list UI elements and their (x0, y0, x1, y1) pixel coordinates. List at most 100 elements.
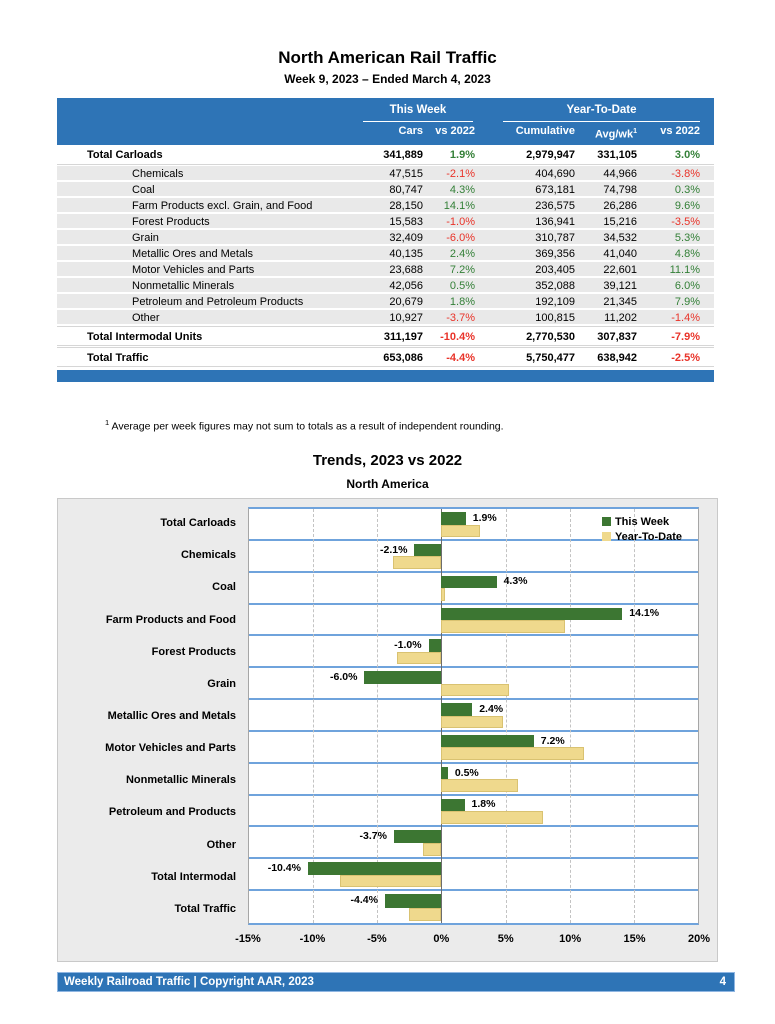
chart-category-label: Total Traffic (174, 902, 236, 915)
column-header-cars: Cars (398, 125, 423, 137)
row-value (479, 214, 499, 230)
year-to-date-swatch-icon (601, 532, 611, 541)
chart-category-row: -3.7% (249, 827, 698, 860)
row-value: 42,056 (389, 280, 423, 292)
year-to-date-bar (441, 779, 519, 792)
legend-label-this-week: This Week (614, 515, 670, 528)
row-value: 7.9% (674, 296, 700, 308)
legend-label-year-to-date: Year-To-Date (614, 530, 682, 543)
row-label: Grain (132, 232, 159, 244)
bar-value-label: -10.4% (267, 862, 301, 875)
row-value (479, 310, 499, 326)
table-row: Metallic Ores and Metals 40,135 2.4% 369,35… (57, 246, 714, 262)
year-to-date-bar (441, 683, 510, 697)
chart-subtitle: North America (346, 477, 429, 491)
this-week-bar (428, 639, 442, 652)
this-week-bar (364, 671, 442, 684)
this-week-bar (308, 862, 442, 875)
row-value: 0.3% (674, 184, 700, 196)
x-axis-tick-label: 0% (433, 933, 450, 945)
column-header-cars-vs2022: vs 2022 (435, 125, 475, 137)
chart-category-label: Grain (207, 677, 236, 690)
column-header-avg-wk: Avg/wk1 (594, 128, 637, 141)
column-group-this-week: This Week (363, 100, 473, 122)
footer-bar: Weekly Railroad Traffic | Copyright AAR,… (57, 972, 735, 992)
bar-value-label: 0.5% (454, 766, 479, 779)
row-label: Total Carloads (87, 149, 163, 161)
row-value: 74,798 (603, 184, 637, 196)
bar-value-label: -6.0% (330, 671, 358, 683)
row-value: 136,941 (535, 216, 575, 228)
x-axis-tick-label: -5% (367, 933, 387, 945)
row-value: 34,532 (603, 232, 637, 244)
row-value: -1.0% (446, 216, 475, 228)
row-value: 1.9% (449, 149, 475, 161)
bar-value-label: -2.1% (380, 543, 408, 556)
this-week-bar (441, 607, 623, 621)
row-value: -1.4% (671, 312, 700, 324)
gridline (313, 509, 315, 923)
row-value (479, 182, 499, 198)
row-value: 2,979,947 (526, 149, 575, 161)
year-to-date-bar (441, 715, 503, 729)
row-value: 2,770,530 (526, 331, 575, 343)
chart-category-label: Nonmetallic Minerals (125, 774, 236, 787)
row-value: -3.8% (671, 168, 700, 180)
row-value: 192,109 (535, 296, 575, 308)
this-week-bar (441, 511, 466, 525)
year-to-date-bar (441, 588, 446, 601)
page-title: North American Rail Traffic (278, 48, 497, 67)
row-value (479, 145, 499, 165)
chart-category-row: 1.9% (249, 509, 698, 541)
chart-category-label: Metallic Ores and Metals (107, 709, 236, 722)
row-value (479, 166, 499, 182)
gridline (377, 509, 379, 923)
row-label: Petroleum and Petroleum Products (132, 296, 304, 308)
table-row: Nonmetallic Minerals 42,056 0.5% 352,088 39,… (57, 278, 714, 294)
row-value: -6.0% (446, 232, 475, 244)
legend-item-this-week: This Week (601, 514, 682, 529)
chart-category-label: Other (206, 838, 236, 851)
row-value: 673,181 (535, 184, 575, 196)
x-axis-tick-label: 10% (559, 933, 582, 945)
row-value (479, 246, 499, 262)
row-value: -3.5% (671, 216, 700, 228)
year-to-date-bar (396, 651, 442, 665)
bar-value-label: 14.1% (629, 607, 660, 620)
row-value: 26,286 (603, 200, 637, 212)
row-value: 32,409 (389, 232, 423, 244)
row-value: 0.5% (449, 280, 475, 292)
x-axis-tick-label: 15% (623, 933, 646, 945)
bar-value-label: 2.4% (479, 702, 504, 715)
this-week-bar (441, 703, 473, 716)
footnote-text: Average per week figures may not sum to … (111, 420, 504, 433)
chart-category-label: Forest Products (151, 645, 236, 658)
row-value: 4.3% (449, 184, 475, 196)
row-value: 39,121 (603, 280, 637, 292)
chart-category-label: Total Carloads (160, 517, 236, 530)
year-to-date-bar (392, 556, 442, 569)
chart-x-axis: -15% -10% -5% 0% 5% 10% 15% 20% (235, 933, 710, 953)
row-label: Nonmetallic Minerals (132, 280, 235, 292)
footnote-marker: 1 (105, 418, 110, 427)
table-row: Coal 80,747 4.3% 673,181 74,798 0.3% (57, 182, 714, 198)
chart-category-row: -4.4% (249, 891, 698, 923)
row-value: 10,927 (389, 312, 423, 324)
page-subtitle: Week 9, 2023 – Ended March 4, 2023 (284, 72, 491, 86)
row-value: 40,135 (389, 248, 423, 260)
row-value: 369,356 (535, 248, 575, 260)
row-label: Total Intermodal Units (87, 331, 203, 343)
year-to-date-bar (340, 874, 442, 888)
year-to-date-bar (409, 907, 442, 922)
x-axis-tick-label: 5% (497, 933, 514, 945)
bar-value-label: 1.8% (471, 798, 496, 811)
chart-category-row: 2.4% (249, 700, 698, 732)
year-to-date-bar (441, 747, 584, 760)
row-value: 44,966 (603, 168, 637, 180)
column-group-year-to-date: Year-To-Date (503, 100, 700, 122)
this-week-bar (441, 575, 497, 589)
chart-category-label: Total Intermodal (151, 870, 236, 883)
chart-category-row: 4.3% (249, 573, 698, 605)
row-value: 4.8% (674, 248, 700, 260)
